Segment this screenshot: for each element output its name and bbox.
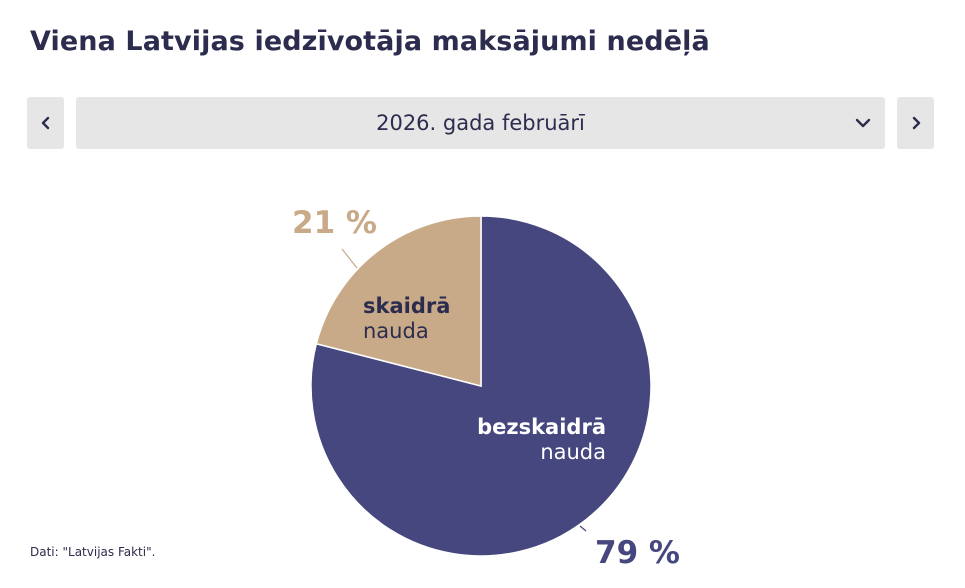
slice-value-label-1: 21 % — [292, 205, 377, 241]
slice-label-bold-0: bezskaidrā — [477, 415, 606, 439]
slice-label-rest-1: nauda — [363, 319, 429, 343]
chevron-right-icon — [912, 116, 920, 130]
pie-slice-1 — [315, 215, 482, 387]
pie-slice-0 — [310, 215, 652, 557]
period-dropdown-value: 2026. gada februārī — [376, 111, 585, 135]
period-dropdown[interactable]: 2026. gada februārī — [76, 97, 885, 149]
leader-line-0 — [579, 525, 587, 532]
chart-title: Viena Latvijas iedzīvotāja maksājumi ned… — [30, 26, 710, 57]
slice-label-bold-1: skaidrā — [363, 294, 450, 318]
slice-value-label-0: 79 % — [595, 535, 680, 571]
previous-period-button[interactable] — [27, 97, 64, 149]
next-period-button[interactable] — [897, 97, 934, 149]
chevron-down-icon — [855, 118, 871, 128]
chevron-left-icon — [41, 116, 49, 130]
slice-label-rest-0: nauda — [540, 440, 606, 464]
leader-line-1 — [341, 248, 358, 269]
data-source: Dati: "Latvijas Fakti". — [30, 545, 156, 559]
